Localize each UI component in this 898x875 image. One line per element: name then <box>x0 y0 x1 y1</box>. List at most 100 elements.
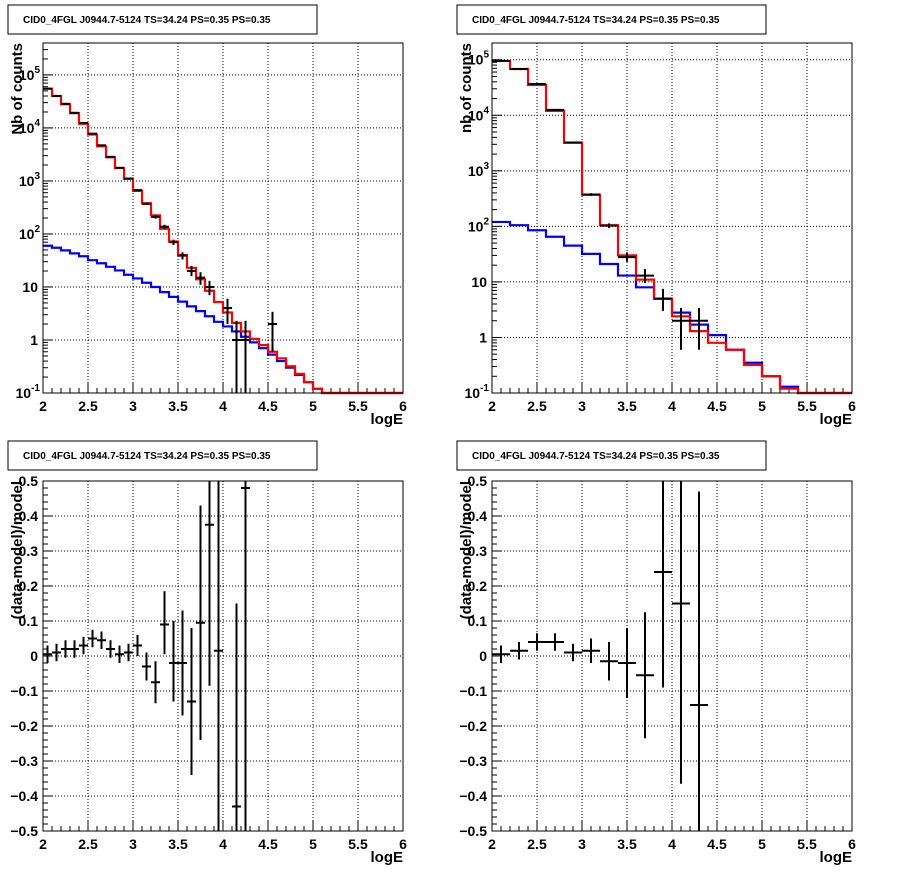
data-point <box>546 108 564 111</box>
data-point <box>546 633 564 651</box>
y-tick-label: 0.5 <box>19 473 39 489</box>
x-axis-title: logE <box>371 411 404 428</box>
y-tick-label: 0 <box>479 648 487 664</box>
plot-frame <box>491 42 853 394</box>
data-point <box>636 269 654 284</box>
x-tick-label: 3.5 <box>168 836 188 852</box>
data-point <box>133 189 142 192</box>
x-tick-label: 5.5 <box>348 398 368 414</box>
y-tick-label: 10-1 <box>465 383 490 401</box>
x-tick-label: 2 <box>39 836 47 852</box>
data-point <box>232 603 241 831</box>
y-tick-label: 0.5 <box>468 473 488 489</box>
data-point <box>88 132 97 135</box>
data-point <box>160 224 169 229</box>
x-tick-label: 5.5 <box>797 836 817 852</box>
title-box <box>7 440 318 471</box>
x-tick-label: 5 <box>758 836 766 852</box>
x-tick-label: 4 <box>668 836 676 852</box>
data-point <box>106 640 115 658</box>
y-tick-label: 102 <box>19 224 41 242</box>
data-point <box>52 643 61 662</box>
data-point <box>690 491 708 831</box>
data-point <box>115 645 124 663</box>
data-point <box>241 320 250 393</box>
y-tick-label: 0.1 <box>468 613 488 629</box>
y-tick-label: 104 <box>19 118 41 136</box>
y-tick-label: 10-1 <box>16 383 41 401</box>
data-point <box>70 111 79 114</box>
panel-bottom-left: CID0_4FGL J0944.7-5124 TS=34.24 PS=0.35 … <box>7 440 407 866</box>
chart-title: CID0_4FGL J0944.7-5124 TS=34.24 PS=0.35 … <box>472 15 720 26</box>
y-tick-label: −0.4 <box>10 788 38 804</box>
data-point <box>187 628 196 775</box>
data-point <box>187 265 196 277</box>
x-tick-label: 4.5 <box>707 836 727 852</box>
data-point <box>528 633 546 651</box>
plot-frame <box>491 480 853 832</box>
y-tick-label: −0.3 <box>10 753 38 769</box>
data-point <box>151 215 160 219</box>
data-point <box>178 252 187 260</box>
data-point <box>205 280 214 296</box>
data-point <box>61 640 70 658</box>
data-point <box>241 481 250 831</box>
y-tick-label: 1 <box>479 329 487 345</box>
data-point <box>97 144 106 147</box>
y-axis-title: Nb of counts <box>9 43 26 135</box>
data-point <box>672 307 690 350</box>
x-tick-label: 2 <box>488 836 496 852</box>
data-point <box>654 481 672 688</box>
data-point <box>142 202 151 206</box>
y-tick-label: 103 <box>19 171 41 189</box>
data-point <box>115 166 124 169</box>
y-tick-label: 105 <box>468 50 490 68</box>
panel-bottom-right: CID0_4FGL J0944.7-5124 TS=34.24 PS=0.35 … <box>456 440 856 866</box>
y-tick-label: −0.5 <box>10 823 38 839</box>
y-tick-label: 0 <box>30 648 38 664</box>
data-point <box>600 223 618 229</box>
data-point <box>582 193 600 196</box>
x-tick-label: 2.5 <box>527 836 547 852</box>
x-tick-label: 2 <box>39 398 47 414</box>
y-tick-label: 0.4 <box>468 508 488 524</box>
y-tick-label: 0.1 <box>19 613 39 629</box>
data-point <box>196 272 205 285</box>
x-tick-label: 4 <box>668 398 676 414</box>
x-tick-label: 2.5 <box>78 398 98 414</box>
data-point <box>70 640 79 658</box>
x-tick-label: 3.5 <box>168 398 188 414</box>
y-tick-label: 104 <box>468 105 490 123</box>
x-tick-label: 4 <box>219 836 227 852</box>
data-point <box>582 638 600 663</box>
chart-title: CID0_4FGL J0944.7-5124 TS=34.24 PS=0.35 … <box>23 15 271 26</box>
y-tick-label: −0.5 <box>459 823 487 839</box>
data-point <box>133 635 142 656</box>
data-point <box>124 643 133 662</box>
data-point <box>268 311 277 352</box>
data-point <box>654 288 672 311</box>
data-point <box>196 505 205 740</box>
data-point <box>205 481 214 686</box>
data-point <box>214 481 223 831</box>
data-point <box>600 642 618 681</box>
x-tick-label: 3 <box>129 398 137 414</box>
data-point <box>142 652 151 681</box>
y-tick-label: 0.3 <box>19 543 39 559</box>
y-tick-label: 0.4 <box>19 508 39 524</box>
chart-title: CID0_4FGL J0944.7-5124 TS=34.24 PS=0.35 … <box>23 451 271 462</box>
x-tick-label: 5.5 <box>797 398 817 414</box>
data-point <box>618 628 636 698</box>
y-tick-label: 10 <box>22 279 38 295</box>
x-tick-label: 5.5 <box>348 836 368 852</box>
y-tick-label: −0.3 <box>459 753 487 769</box>
data-point <box>672 481 690 784</box>
x-tick-label: 3.5 <box>617 836 637 852</box>
x-axis-title: logE <box>371 849 404 866</box>
x-tick-label: 4.5 <box>258 398 278 414</box>
x-tick-label: 5 <box>758 398 766 414</box>
plot-frame <box>42 480 404 832</box>
title-box <box>7 4 318 35</box>
data-point <box>169 621 178 702</box>
